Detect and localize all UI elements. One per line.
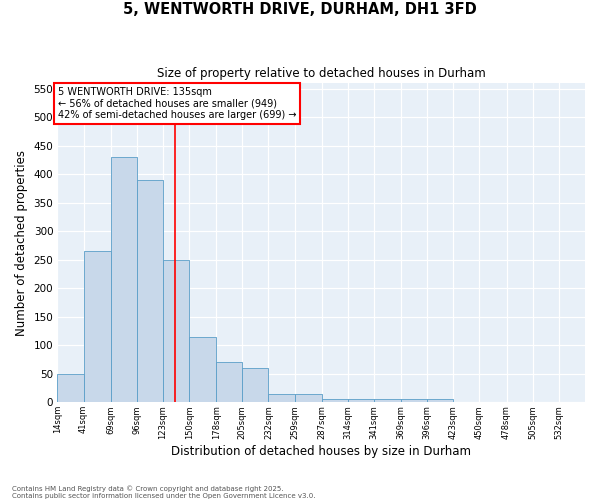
Title: Size of property relative to detached houses in Durham: Size of property relative to detached ho… — [157, 68, 485, 80]
Bar — [189, 336, 216, 402]
Text: Contains HM Land Registry data © Crown copyright and database right 2025.
Contai: Contains HM Land Registry data © Crown c… — [12, 486, 316, 499]
Bar — [374, 400, 401, 402]
Text: 5 WENTWORTH DRIVE: 135sqm
← 56% of detached houses are smaller (949)
42% of semi: 5 WENTWORTH DRIVE: 135sqm ← 56% of detac… — [58, 87, 296, 120]
Bar — [348, 400, 374, 402]
Bar — [401, 400, 427, 402]
Bar — [111, 157, 137, 402]
Bar — [216, 362, 242, 403]
Bar — [295, 394, 322, 402]
Y-axis label: Number of detached properties: Number of detached properties — [15, 150, 28, 336]
Bar — [83, 251, 111, 402]
Bar — [427, 400, 454, 402]
X-axis label: Distribution of detached houses by size in Durham: Distribution of detached houses by size … — [171, 444, 471, 458]
Bar — [163, 260, 189, 402]
Bar — [58, 374, 83, 402]
Bar — [242, 368, 268, 402]
Text: 5, WENTWORTH DRIVE, DURHAM, DH1 3FD: 5, WENTWORTH DRIVE, DURHAM, DH1 3FD — [123, 2, 477, 18]
Bar — [268, 394, 295, 402]
Bar — [322, 400, 348, 402]
Bar — [137, 180, 163, 402]
